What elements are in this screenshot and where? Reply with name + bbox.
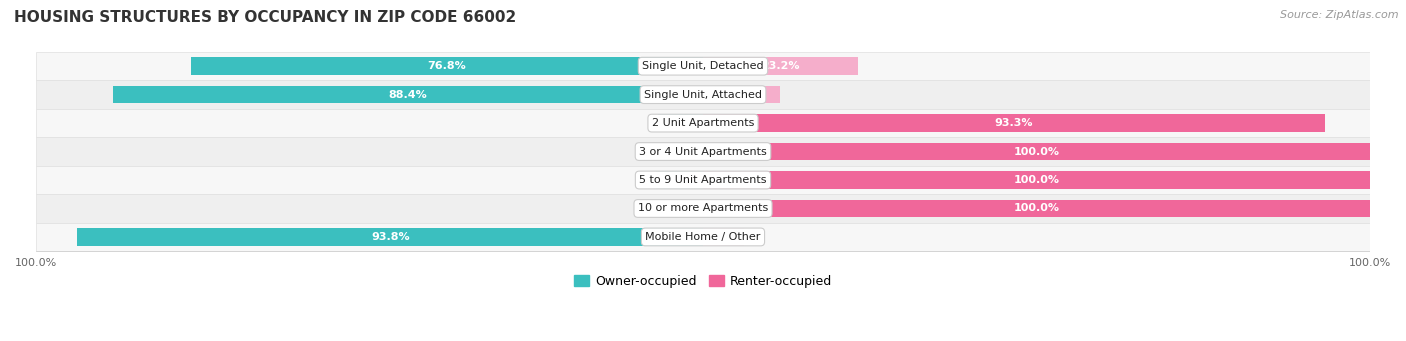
Bar <box>191 57 703 75</box>
Bar <box>657 171 703 189</box>
Text: Single Unit, Detached: Single Unit, Detached <box>643 61 763 71</box>
Text: 100.0%: 100.0% <box>1014 147 1060 157</box>
Bar <box>37 223 1369 251</box>
Bar <box>37 52 1369 80</box>
Text: 100.0%: 100.0% <box>1014 204 1060 213</box>
Bar <box>703 86 780 103</box>
Bar <box>37 166 1369 194</box>
Bar <box>703 200 1369 217</box>
Text: 23.2%: 23.2% <box>761 61 800 71</box>
Bar <box>658 114 703 132</box>
Legend: Owner-occupied, Renter-occupied: Owner-occupied, Renter-occupied <box>568 270 838 293</box>
Bar <box>37 80 1369 109</box>
Text: 93.8%: 93.8% <box>371 232 409 242</box>
Bar <box>703 143 1369 160</box>
Bar <box>703 114 1326 132</box>
Text: 0.0%: 0.0% <box>665 204 693 213</box>
Text: HOUSING STRUCTURES BY OCCUPANCY IN ZIP CODE 66002: HOUSING STRUCTURES BY OCCUPANCY IN ZIP C… <box>14 10 516 25</box>
Bar <box>703 57 858 75</box>
Text: 5 to 9 Unit Apartments: 5 to 9 Unit Apartments <box>640 175 766 185</box>
Bar <box>703 171 1369 189</box>
Text: Mobile Home / Other: Mobile Home / Other <box>645 232 761 242</box>
Text: 11.6%: 11.6% <box>723 90 761 100</box>
Text: 0.0%: 0.0% <box>665 147 693 157</box>
Bar <box>37 194 1369 223</box>
Text: 10 or more Apartments: 10 or more Apartments <box>638 204 768 213</box>
Text: 93.3%: 93.3% <box>995 118 1033 128</box>
Text: Source: ZipAtlas.com: Source: ZipAtlas.com <box>1281 10 1399 20</box>
Text: 76.8%: 76.8% <box>427 61 467 71</box>
Bar <box>37 109 1369 137</box>
Text: Single Unit, Attached: Single Unit, Attached <box>644 90 762 100</box>
Text: 3 or 4 Unit Apartments: 3 or 4 Unit Apartments <box>640 147 766 157</box>
Text: 2 Unit Apartments: 2 Unit Apartments <box>652 118 754 128</box>
Bar <box>37 137 1369 166</box>
Bar <box>657 200 703 217</box>
Text: 6.7%: 6.7% <box>665 118 696 128</box>
Text: 0.0%: 0.0% <box>665 175 693 185</box>
Bar <box>114 86 703 103</box>
Bar <box>703 228 744 246</box>
Text: 6.2%: 6.2% <box>709 232 740 242</box>
Bar <box>77 228 703 246</box>
Text: 100.0%: 100.0% <box>1014 175 1060 185</box>
Text: 88.4%: 88.4% <box>389 90 427 100</box>
Bar <box>657 143 703 160</box>
